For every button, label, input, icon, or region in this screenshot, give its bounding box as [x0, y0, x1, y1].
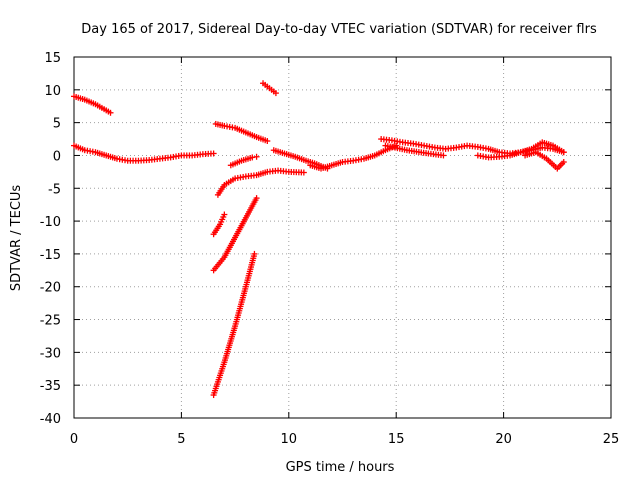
data-point	[264, 138, 271, 145]
data-point	[107, 109, 114, 116]
data-point	[253, 153, 260, 160]
y-tick-label: -25	[40, 314, 61, 329]
y-tick-label: 0	[53, 149, 61, 164]
y-tick-label: -40	[40, 412, 61, 427]
data-point	[251, 250, 258, 257]
y-tick-label: -20	[40, 281, 61, 296]
x-tick-label: 25	[603, 432, 620, 447]
data-point	[560, 159, 567, 166]
data-point	[300, 169, 307, 176]
data-point	[221, 211, 228, 218]
y-tick-label: -30	[40, 346, 61, 361]
y-tick-label: 10	[44, 84, 61, 99]
y-axis-title: SDTVAR / TECUs	[9, 185, 24, 292]
y-tick-label: -35	[40, 379, 61, 394]
ticks: 15 10 5 0 -5 -10 -15 -20 -25 -30 -35 -40 0 5 10 15 20 25	[40, 51, 620, 447]
y-tick-label: -10	[40, 215, 61, 230]
x-tick-label: 20	[495, 432, 512, 447]
data-point	[210, 150, 217, 157]
data-point	[249, 154, 256, 161]
y-tick-label: -15	[40, 248, 61, 263]
grid	[74, 57, 611, 418]
data-point	[560, 149, 567, 156]
x-tick-label: 10	[281, 432, 298, 447]
data-points	[71, 80, 567, 399]
data-point	[272, 90, 279, 97]
chart-title: Day 165 of 2017, Sidereal Day-to-day VTE…	[81, 22, 597, 37]
x-tick-label: 0	[70, 432, 78, 447]
data-point	[253, 195, 260, 202]
y-tick-label: -5	[48, 182, 61, 197]
x-tick-label: 5	[177, 432, 185, 447]
plot-frame	[73, 56, 612, 419]
x-axis-title: GPS time / hours	[286, 460, 395, 475]
y-tick-label: 5	[53, 117, 61, 132]
x-tick-label: 15	[388, 432, 405, 447]
data-point	[440, 152, 447, 159]
y-tick-label: 15	[44, 51, 61, 66]
